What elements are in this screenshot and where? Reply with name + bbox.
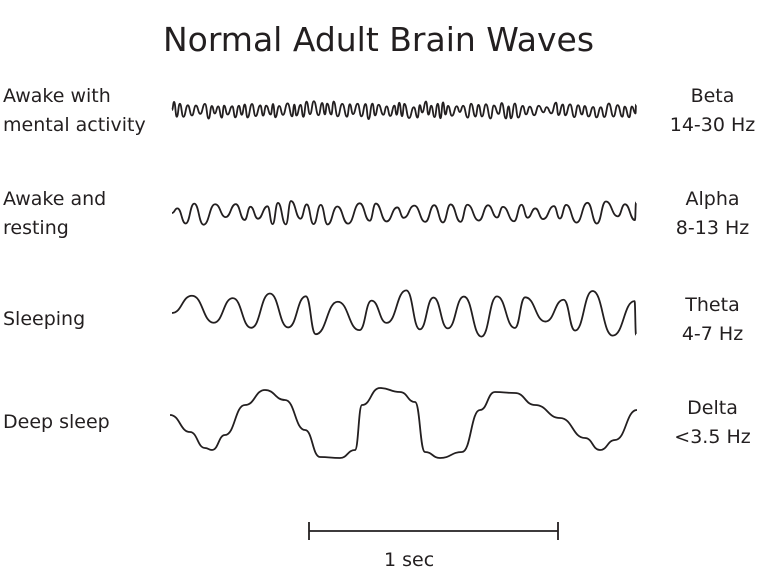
state-label-theta: Sleeping <box>3 305 85 334</box>
band-name: Theta <box>685 294 740 316</box>
band-label-beta: Beta 14-30 Hz <box>660 82 757 140</box>
band-label-alpha: Alpha 8-13 Hz <box>660 185 757 243</box>
band-frequency: <3.5 Hz <box>674 426 751 448</box>
state-label-alpha: Awake and resting <box>3 185 106 243</box>
state-label-delta: Deep sleep <box>3 408 110 437</box>
state-label-line: Deep sleep <box>3 411 110 433</box>
state-label-line: mental activity <box>3 114 146 136</box>
state-label-line: resting <box>3 217 69 239</box>
band-name: Alpha <box>685 188 740 210</box>
scale-bar-label: 1 sec <box>384 549 435 571</box>
state-label-line: Awake with <box>3 85 111 107</box>
delta-wave <box>169 387 638 459</box>
band-name: Delta <box>687 397 738 419</box>
diagram-title: Normal Adult Brain Waves <box>162 20 595 59</box>
state-label-line: Sleeping <box>3 308 86 330</box>
band-name: Beta <box>690 85 735 107</box>
band-label-theta: Theta 4-7 Hz <box>660 291 757 349</box>
alpha-wave <box>171 200 637 226</box>
band-label-delta: Delta <3.5 Hz <box>660 394 757 452</box>
state-label-line: Awake and <box>3 188 107 210</box>
band-frequency: 8-13 Hz <box>675 217 750 239</box>
band-frequency: 14-30 Hz <box>669 114 756 136</box>
state-label-beta: Awake with mental activity <box>3 82 146 140</box>
beta-wave <box>171 100 637 121</box>
scale-bar <box>308 522 559 540</box>
band-frequency: 4-7 Hz <box>681 323 744 345</box>
theta-wave <box>171 289 637 338</box>
